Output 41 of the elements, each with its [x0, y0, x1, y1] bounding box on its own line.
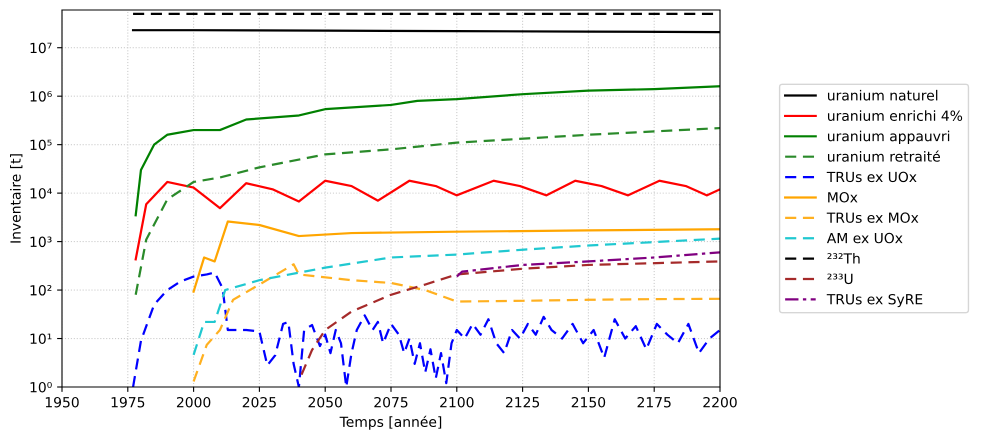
- line-series: [192, 220, 720, 293]
- x-tick-label: 2050: [308, 396, 342, 408]
- legend-label: ²³³U: [827, 274, 852, 284]
- line-series: [300, 260, 720, 376]
- x-tick-label: 1975: [112, 396, 144, 408]
- y-tick-label: 10¹: [30, 334, 52, 344]
- x-tick-label: 2025: [242, 396, 276, 408]
- line-series: [456, 251, 720, 278]
- x-axis-title: Temps [année]: [340, 416, 442, 430]
- legend-label: AM ex UOx: [826, 232, 903, 244]
- legend-label: uranium enrichi 4%: [828, 110, 962, 121]
- x-tick-label: 2000: [176, 396, 210, 408]
- legend-label: MOx: [828, 192, 858, 203]
- legend-label: uranium appauvri: [828, 130, 950, 144]
- y-tick-label: 10⁷: [30, 42, 52, 54]
- y-tick-label: 10²: [30, 285, 52, 296]
- y-tick-label: 10⁶: [30, 91, 52, 102]
- x-tick-label: 2175: [638, 396, 671, 408]
- x-tick-label: 2150: [572, 396, 606, 408]
- y-axis-title: Inventaire [t]: [10, 154, 22, 243]
- legend-label: uranium naturel: [828, 90, 938, 101]
- x-tick-label: 2075: [374, 396, 408, 408]
- legend-label: TRUs ex MOx: [826, 212, 918, 223]
- legend-label: ²³²Th: [827, 252, 860, 264]
- y-tick-label: 10⁵: [30, 140, 52, 150]
- y-tick-label: 10³: [30, 236, 52, 248]
- y-tick-label: 10⁴: [30, 188, 52, 199]
- legend-label: TRUs ex UOx: [826, 172, 917, 182]
- line-series: [134, 126, 720, 296]
- x-tick-label: 2125: [506, 396, 540, 408]
- line-series: [134, 85, 720, 216]
- x-tick-label: 2200: [703, 396, 737, 408]
- line-series: [132, 271, 720, 387]
- legend-label: uranium retraité: [828, 150, 940, 162]
- x-tick-label: 2100: [440, 396, 474, 408]
- line-series: [192, 263, 720, 383]
- x-tick-label: 1950: [46, 396, 79, 408]
- legend-label: TRUs ex SyRE: [826, 294, 922, 308]
- y-tick-label: 10⁰: [30, 382, 52, 392]
- line-series: [134, 180, 720, 260]
- line-series: [192, 238, 720, 356]
